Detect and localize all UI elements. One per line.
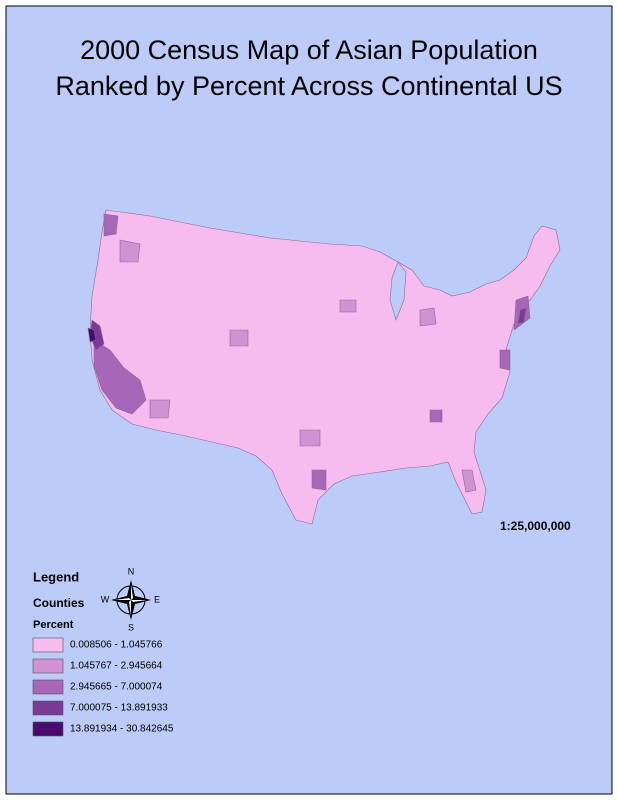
legend-label: 7.000075 - 13.891933 — [70, 703, 168, 714]
region-patch — [517, 307, 527, 325]
region-patch — [429, 409, 443, 423]
title-line: Ranked by Percent Across Continental US — [55, 71, 562, 101]
region-patch — [119, 239, 141, 263]
legend-field: Percent — [33, 619, 74, 631]
legend-layer: Counties — [33, 596, 85, 610]
legend-title: Legend — [33, 569, 79, 584]
legend-items: 0.008506 - 1.045766 1.045767 - 2.945664 2.… — [32, 637, 174, 737]
compass-star — [111, 580, 151, 620]
region-patch — [229, 329, 249, 347]
legend-swatch — [32, 721, 64, 737]
legend-swatch — [32, 679, 64, 695]
region-patch — [93, 339, 147, 415]
compass-n: N — [128, 566, 135, 576]
legend-label: 2.945665 - 7.000074 — [70, 682, 163, 693]
legend-swatch — [32, 637, 64, 653]
legend-label: 0.008506 - 1.045766 — [70, 640, 163, 651]
lake — [389, 261, 407, 321]
title-line: 2000 Census Map of Asian Population — [80, 35, 538, 65]
region-patch — [339, 299, 357, 313]
region-patch — [499, 349, 511, 371]
compass-e: E — [154, 594, 160, 604]
compass: N E S W — [101, 566, 160, 632]
legend-label: 1.045767 - 2.945664 — [70, 661, 163, 672]
legend-swatch — [32, 700, 64, 716]
compass-s: S — [128, 622, 134, 632]
region-patch — [149, 399, 171, 419]
region-patch — [461, 469, 477, 493]
region-patch — [87, 327, 97, 343]
scale-text: 1:25,000,000 — [500, 519, 571, 533]
us-map — [87, 209, 561, 525]
legend-label: 13.891934 - 30.842645 — [70, 724, 174, 735]
region-patch — [419, 307, 437, 327]
region-patch — [103, 213, 119, 237]
compass-w: W — [101, 594, 110, 604]
compass-star-highlight — [115, 584, 147, 616]
us-outline — [89, 209, 561, 525]
region-patch — [299, 429, 321, 447]
legend-swatch — [32, 658, 64, 674]
region-patch — [311, 469, 327, 491]
